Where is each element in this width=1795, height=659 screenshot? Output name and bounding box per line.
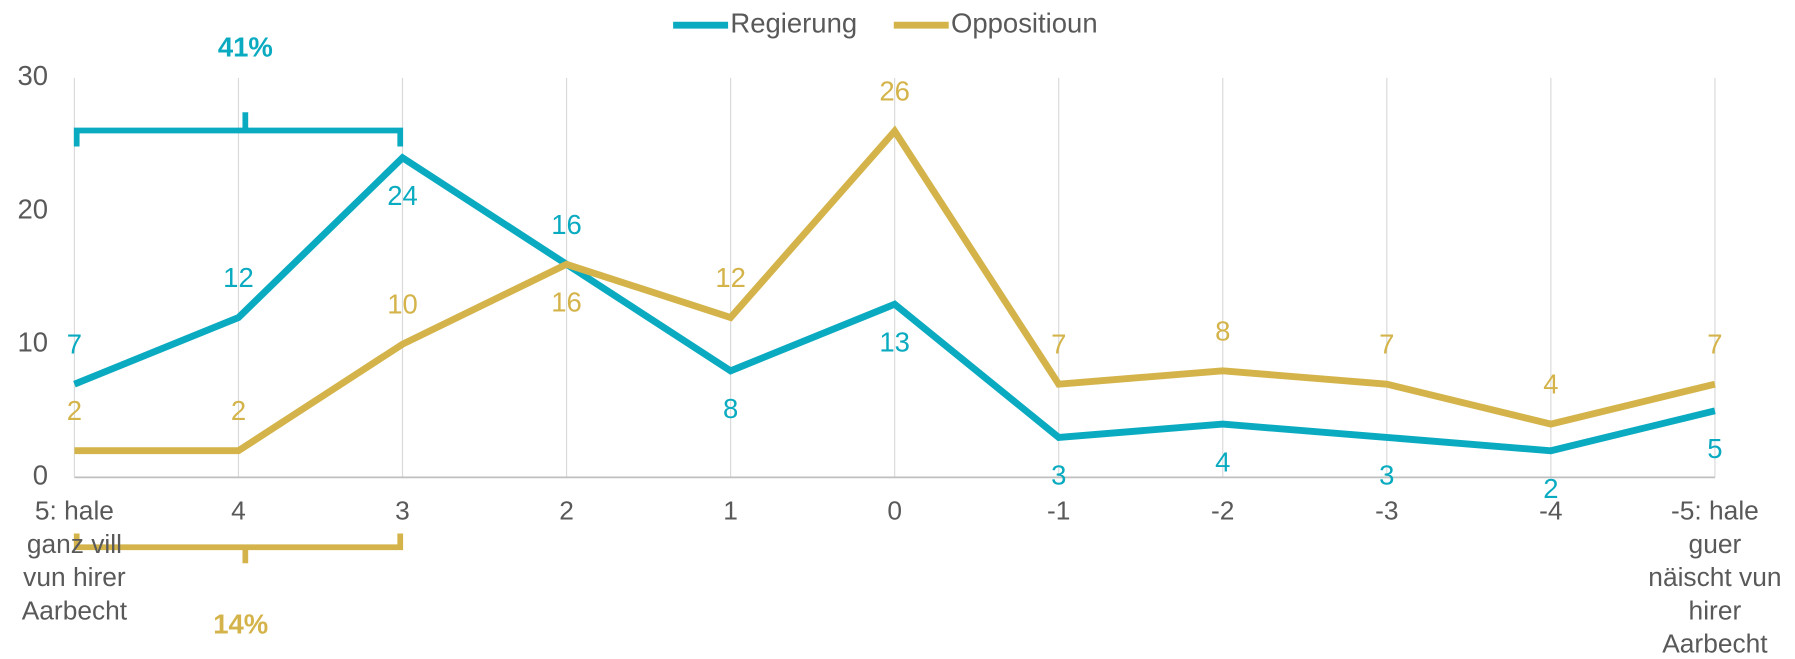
data-label: 7 xyxy=(1707,329,1722,360)
data-label: 16 xyxy=(551,209,582,240)
data-label: 2 xyxy=(231,395,246,426)
data-label: 3 xyxy=(1379,460,1394,491)
data-label: 16 xyxy=(551,287,582,318)
x-tick-label: 3 xyxy=(395,495,410,526)
data-label: 24 xyxy=(387,180,418,211)
data-label: 10 xyxy=(387,289,418,320)
x-tick-label: 5: hale ganz vill vun hirer Aarbecht xyxy=(21,495,128,626)
legend-label: Oppositioun xyxy=(951,7,1098,38)
data-label: 26 xyxy=(879,76,910,107)
data-label: 3 xyxy=(1051,460,1066,491)
data-label: 13 xyxy=(879,327,910,358)
y-tick-label: 10 xyxy=(18,326,49,357)
data-label: 7 xyxy=(1379,329,1394,360)
data-label: 7 xyxy=(67,329,82,360)
annotation: 41% xyxy=(218,31,273,62)
series-line xyxy=(74,125,1716,455)
x-tick-label: -1 xyxy=(1046,495,1071,526)
y-tick-label: 20 xyxy=(18,193,49,224)
data-label: 5 xyxy=(1707,433,1722,464)
bracket xyxy=(73,533,404,564)
data-label: 2 xyxy=(67,395,82,426)
x-tick-label: 1 xyxy=(723,495,738,526)
data-label: 2 xyxy=(1543,473,1558,504)
x-tick-label: 4 xyxy=(231,495,246,526)
data-label: 8 xyxy=(723,393,738,424)
x-tick-label: -5: hale guer näischt vun hirer Aarbecht xyxy=(1648,495,1782,659)
x-tick-label: -2 xyxy=(1211,495,1235,526)
x-tick-label: -4 xyxy=(1539,495,1563,526)
data-label: 7 xyxy=(1051,329,1066,360)
data-label: 4 xyxy=(1543,369,1558,400)
series-line xyxy=(73,153,1716,455)
bracket xyxy=(73,112,404,147)
y-tick-label: 30 xyxy=(18,60,49,91)
y-tick-label: 0 xyxy=(33,460,48,491)
x-tick-label: 2 xyxy=(559,495,574,526)
annotation: 14% xyxy=(213,608,268,639)
data-label: 8 xyxy=(1215,315,1230,346)
legend-label: Regierung xyxy=(730,7,857,38)
data-label: 4 xyxy=(1215,446,1230,477)
data-label: 12 xyxy=(223,262,254,293)
data-label: 12 xyxy=(715,262,746,293)
x-tick-label: 0 xyxy=(887,495,902,526)
x-tick-label: -3 xyxy=(1375,495,1399,526)
